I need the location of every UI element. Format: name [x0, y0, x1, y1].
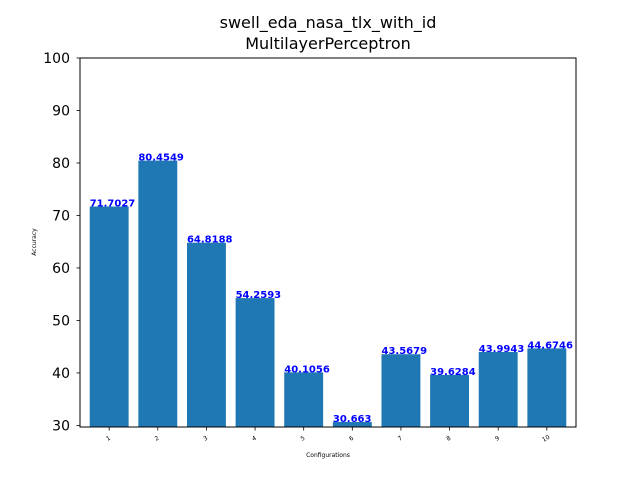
bar-4	[235, 298, 275, 427]
data-label-9: 43.9943	[479, 344, 525, 355]
y-tick-label: 50	[52, 313, 70, 329]
x-tick-label: 6	[348, 435, 355, 443]
data-label-8: 39.6284	[430, 367, 476, 378]
y-tick-label: 40	[52, 366, 70, 382]
x-tick-label: 10	[541, 434, 551, 444]
plot-area-frame	[79, 57, 577, 428]
data-label-5: 40.1056	[284, 364, 330, 375]
data-label-10: 44.6746	[527, 340, 573, 351]
x-tick-label: 5	[300, 435, 307, 443]
y-tick-label: 100	[43, 51, 70, 67]
y-tick-label: 30	[52, 418, 70, 434]
x-tick-label: 4	[251, 435, 258, 443]
bars-group	[89, 160, 567, 427]
data-label-7: 43.5679	[381, 346, 427, 357]
data-label-1: 71.7027	[90, 199, 136, 210]
bar-5	[284, 372, 324, 427]
data-label-3: 64.8188	[187, 235, 233, 246]
data-label-4: 54.2593	[236, 290, 282, 301]
chart-subtitle: MultilayerPerceptron	[245, 34, 411, 53]
x-axis-label: Configurations	[306, 452, 350, 459]
bar-2	[138, 160, 178, 427]
data-label-2: 80.4549	[138, 153, 184, 164]
bar-10	[527, 348, 567, 427]
data-labels-group: 71.7027 80.4549 64.8188 54.2593 40.1056 30.66…	[90, 153, 573, 425]
y-tick-label: 80	[52, 156, 70, 172]
bar-1	[89, 206, 129, 427]
y-axis-label: Accuracy	[31, 228, 38, 256]
x-axis: 1 2 3 4 5 6 7 8 9 10	[105, 427, 551, 444]
x-tick-label: 7	[397, 435, 404, 443]
y-tick-label: 60	[52, 261, 70, 277]
chart-title: swell_eda_nasa_tlx_with_id	[220, 13, 437, 33]
x-tick-label: 9	[494, 435, 501, 443]
x-tick-label: 1	[105, 435, 112, 443]
y-tick-label: 90	[52, 103, 70, 119]
bar-6	[332, 421, 372, 427]
bar-8	[430, 374, 470, 427]
y-tick-label: 70	[52, 208, 70, 224]
x-tick-label: 3	[202, 435, 209, 443]
bar-3	[186, 242, 226, 427]
bar-9	[478, 351, 518, 427]
y-axis: 30 40 50 60 70 80 90 100	[43, 51, 80, 434]
x-tick-label: 2	[154, 435, 161, 443]
data-label-6: 30.663	[333, 414, 372, 425]
x-tick-label: 8	[445, 435, 452, 443]
bar-7	[381, 354, 421, 427]
